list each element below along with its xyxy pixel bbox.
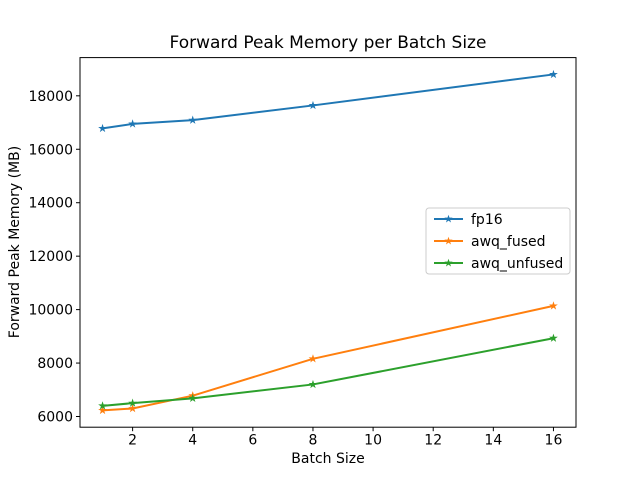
plot-border: [79, 57, 577, 428]
series-line-awq_fused: [102, 304, 554, 412]
series-marker-fp16: [98, 123, 107, 133]
series-marker-awq_fused: [128, 403, 137, 413]
x-tick-label: 2: [128, 433, 137, 449]
series-marker-awq_fused: [98, 405, 107, 415]
x-tick-label: 4: [188, 433, 197, 449]
series-marker-awq_fused: [308, 354, 318, 363]
series-marker-awq_unfused: [308, 379, 318, 389]
y-tick-label: 16000: [28, 142, 73, 158]
y-tick-label: 10000: [28, 303, 73, 319]
series-marker-fp16: [128, 119, 137, 128]
legend-label: awq_unfused: [471, 256, 563, 272]
legend-label: fp16: [471, 212, 503, 228]
x-tick-label: 6: [248, 433, 257, 449]
series-marker-awq_unfused: [128, 398, 137, 407]
y-tick-label: 18000: [28, 89, 73, 105]
y-tick-label: 14000: [28, 196, 73, 212]
legend-marker-icon: [444, 236, 453, 245]
y-tick-label: 12000: [28, 249, 73, 265]
series-marker-awq_fused: [549, 301, 558, 310]
series-marker-fp16: [549, 69, 558, 79]
series-marker-awq_unfused: [98, 401, 107, 410]
series-line-awq_unfused: [102, 337, 554, 407]
series-marker-awq_unfused: [549, 333, 558, 342]
legend-box: [425, 207, 571, 275]
x-axis-label: Batch Size: [291, 451, 365, 467]
y-tick-label: 8000: [37, 356, 73, 372]
x-tick-label: 16: [545, 433, 563, 449]
x-tick-label: 10: [364, 433, 382, 449]
x-tick-label: 8: [309, 433, 318, 449]
legend-marker-icon: [444, 214, 453, 223]
series-line-fp16: [102, 73, 554, 130]
x-tick-label: 14: [484, 433, 502, 449]
chart-title: Forward Peak Memory per Batch Size: [169, 33, 487, 53]
series-marker-awq_unfused: [188, 393, 198, 403]
y-tick-label: 6000: [37, 410, 73, 426]
legend-marker-icon: [444, 258, 453, 267]
series-marker-fp16: [188, 115, 198, 124]
x-tick-label: 12: [424, 433, 442, 449]
legend-label: awq_fused: [471, 234, 546, 250]
series-marker-fp16: [308, 100, 318, 110]
